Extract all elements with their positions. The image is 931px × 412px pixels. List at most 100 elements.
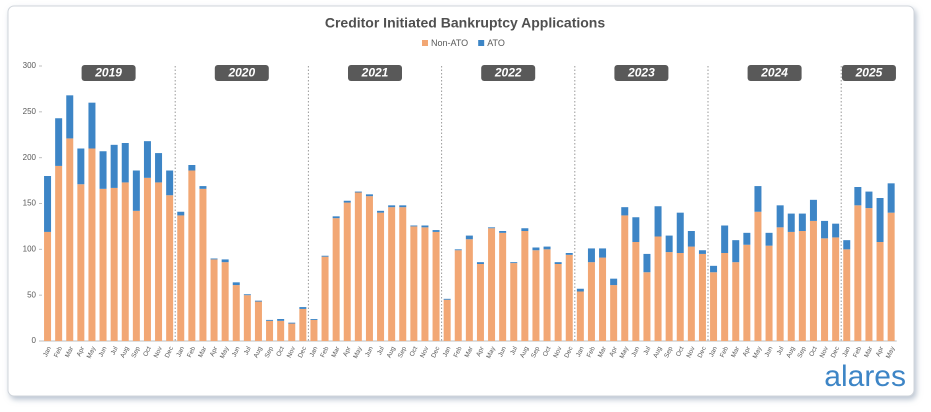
x-tick-label: Jul — [776, 345, 786, 356]
x-tick-label: Aug — [119, 345, 130, 359]
bar-segment — [44, 176, 52, 232]
bar-segment — [465, 239, 473, 341]
bar-segment — [809, 199, 817, 221]
bar-segment — [454, 250, 462, 341]
x-tick-label: Jun — [630, 345, 641, 358]
bar-segment — [332, 218, 340, 341]
y-tick-label: 50 — [27, 290, 36, 299]
bar-segment — [543, 246, 551, 250]
x-tick-label: May — [219, 345, 231, 360]
bar-segment — [854, 187, 862, 206]
x-tick-label: May — [352, 345, 364, 360]
x-tick-label: Sep — [130, 345, 141, 359]
bar-segment — [776, 227, 784, 341]
bar-segment — [365, 196, 373, 341]
bar-segment — [665, 235, 673, 253]
bar-segment — [299, 307, 307, 309]
legend-swatch — [422, 40, 428, 46]
bar-segment — [687, 231, 695, 247]
y-tick-label: 0 — [32, 336, 37, 345]
bar-segment — [155, 182, 163, 341]
bar-segment — [887, 183, 895, 213]
x-tick-label: Oct — [142, 345, 153, 357]
x-tick-label: Apr — [742, 345, 753, 358]
bar-segment — [188, 165, 196, 171]
year-badge — [481, 65, 536, 81]
x-tick-label: Oct — [542, 345, 553, 357]
bar-segment — [221, 262, 229, 341]
bar-segment — [432, 230, 440, 232]
bar-segment — [310, 319, 318, 320]
x-tick-label: Jan — [175, 345, 186, 358]
x-tick-label: Jun — [764, 345, 775, 358]
x-tick-label: Oct — [675, 345, 686, 357]
bar-segment — [243, 294, 251, 296]
bar-segment — [876, 198, 884, 242]
bar-segment — [299, 308, 307, 341]
bar-segment — [465, 235, 473, 240]
x-tick-label: Mar — [464, 345, 475, 359]
bar-segment — [388, 205, 396, 208]
bar-segment — [454, 249, 462, 251]
x-tick-label: Jul — [509, 345, 519, 356]
bar-segment — [266, 320, 274, 341]
x-tick-label: Feb — [719, 345, 730, 358]
legend-label: ATO — [487, 38, 505, 48]
bar-segment — [210, 258, 218, 260]
x-tick-label: Jan — [442, 345, 453, 358]
bar-segment — [821, 220, 829, 239]
bar-segment — [510, 263, 518, 341]
x-tick-label: Jul — [642, 345, 652, 356]
bar-segment — [66, 138, 74, 341]
bar-segment — [332, 216, 340, 219]
x-tick-label: May — [752, 345, 764, 360]
bar-segment — [421, 225, 429, 228]
x-tick-label: May — [86, 345, 98, 360]
bar-segment — [77, 148, 85, 185]
bar-segment — [532, 247, 540, 251]
bar-segment — [99, 188, 107, 341]
y-tick-label: 100 — [23, 244, 37, 253]
y-tick-label: 300 — [23, 61, 37, 70]
x-tick-label: Jul — [243, 345, 253, 356]
year-badge — [81, 65, 136, 81]
bar-segment — [88, 148, 96, 341]
year-label: 2025 — [855, 66, 883, 80]
year-badge — [348, 65, 402, 81]
bar-segment — [687, 246, 695, 341]
x-tick-label: May — [885, 345, 897, 360]
bar-segment — [798, 213, 806, 231]
bar-segment — [543, 249, 551, 341]
bar-segment — [243, 295, 251, 341]
bar-segment — [110, 144, 118, 188]
x-tick-label: Feb — [319, 345, 330, 358]
bar-segment — [44, 231, 52, 341]
bar-segment — [776, 205, 784, 228]
bar-segment — [565, 254, 573, 341]
bar-segment — [254, 300, 262, 302]
bar-segment — [254, 301, 262, 341]
bar-segment — [632, 217, 640, 242]
x-tick-label: Dec — [697, 345, 709, 359]
bar-segment — [432, 231, 440, 341]
bar-segment — [410, 226, 418, 341]
bar-segment — [754, 186, 762, 212]
bar-segment — [599, 248, 607, 258]
bar-segment — [232, 285, 240, 341]
year-badge — [614, 65, 669, 81]
bar-segment — [488, 228, 496, 341]
bar-segment — [121, 143, 129, 183]
bar-segment — [443, 299, 451, 341]
bar-segment — [654, 206, 662, 237]
bar-segment — [277, 319, 285, 321]
bar-segment — [843, 240, 851, 250]
x-tick-label: Feb — [586, 345, 597, 358]
x-tick-label: Apr — [76, 345, 87, 358]
year-label: 2021 — [361, 66, 389, 80]
x-tick-label: Dec — [563, 345, 575, 359]
x-tick-label: Nov — [685, 345, 697, 359]
x-tick-label: Mar — [597, 345, 608, 359]
bar-segment — [321, 256, 329, 341]
bar-segment — [887, 212, 895, 341]
